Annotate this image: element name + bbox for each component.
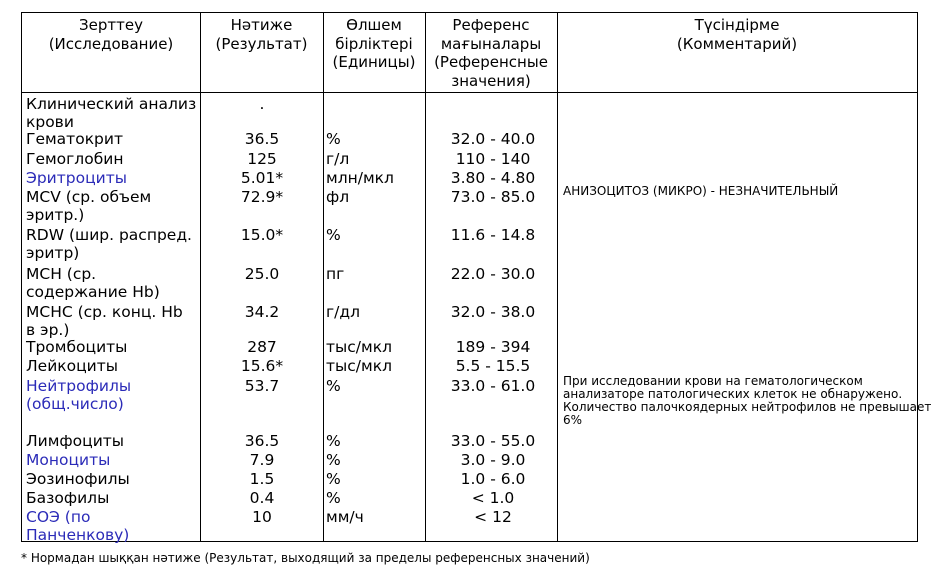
test-name: Гематокрит bbox=[26, 130, 123, 148]
column-divider bbox=[200, 13, 201, 541]
result-value: 7.9 bbox=[249, 451, 275, 469]
result-value: 1.5 bbox=[249, 470, 275, 488]
unit-value: тыс/мкл bbox=[326, 338, 392, 356]
reference-range: 3.0 - 9.0 bbox=[460, 451, 526, 469]
test-name: RDW (шир. распред. эритр) bbox=[26, 226, 192, 262]
test-name: Гемоглобин bbox=[26, 150, 124, 168]
header-comment: Түсіндірме (Комментарий) bbox=[676, 16, 798, 53]
result-value: 36.5 bbox=[244, 130, 280, 148]
reference-range: < 12 bbox=[474, 508, 512, 526]
result-value: 15.0* bbox=[240, 226, 284, 244]
footnote: * Нормадан шыққан нәтиже (Результат, вых… bbox=[21, 551, 590, 565]
test-name: MCHC (ср. конц. Hb в эр.) bbox=[26, 303, 183, 339]
test-name[interactable]: Нейтрофилы (общ.число) bbox=[26, 377, 132, 413]
reference-range: 11.6 - 14.8 bbox=[450, 226, 536, 244]
result-value: 5.01* bbox=[240, 169, 284, 187]
comment-neutrophils: При исследовании крови на гематологическ… bbox=[563, 374, 931, 427]
reference-range: 1.0 - 6.0 bbox=[460, 470, 526, 488]
reference-range: 3.80 - 4.80 bbox=[450, 169, 536, 187]
header-units: Өлшем бірліктері (Единицы) bbox=[332, 16, 416, 71]
unit-value: % bbox=[326, 451, 341, 469]
result-value: 25.0 bbox=[244, 265, 280, 283]
unit-value: % bbox=[326, 432, 341, 450]
result-value: 287 bbox=[247, 338, 277, 356]
reference-range: 22.0 - 30.0 bbox=[450, 265, 536, 283]
header-result: Нәтиже (Результат) bbox=[215, 16, 308, 53]
result-value: 53.7 bbox=[244, 377, 280, 395]
result-value: 34.2 bbox=[244, 303, 280, 321]
result-value: 10 bbox=[252, 508, 272, 526]
unit-value: % bbox=[326, 130, 341, 148]
unit-value: % bbox=[326, 489, 341, 507]
unit-value: г/дл bbox=[326, 303, 360, 321]
reference-range: 73.0 - 85.0 bbox=[450, 188, 536, 206]
test-name: Тромбоциты bbox=[26, 338, 128, 356]
unit-value: млн/мкл bbox=[326, 169, 394, 187]
test-name: Эозинофилы bbox=[26, 470, 130, 488]
unit-value: фл bbox=[326, 188, 350, 206]
reference-range: 110 - 140 bbox=[455, 150, 531, 168]
unit-value: пг bbox=[326, 265, 345, 283]
column-divider bbox=[425, 13, 426, 541]
test-name: MCV (ср. объем эритр.) bbox=[26, 188, 152, 224]
test-name[interactable]: СОЭ (по Панченкову) bbox=[26, 508, 130, 544]
header-study: Зерттеу (Исследование) bbox=[48, 16, 174, 53]
result-value: . bbox=[259, 95, 265, 113]
column-divider bbox=[323, 13, 324, 541]
reference-range: 5.5 - 15.5 bbox=[455, 357, 531, 375]
result-value: 125 bbox=[247, 150, 277, 168]
reference-range: 33.0 - 55.0 bbox=[450, 432, 536, 450]
reference-range: 33.0 - 61.0 bbox=[450, 377, 536, 395]
result-value: 36.5 bbox=[244, 432, 280, 450]
reference-range: 32.0 - 38.0 bbox=[450, 303, 536, 321]
result-value: 15.6* bbox=[240, 357, 284, 375]
unit-value: % bbox=[326, 470, 341, 488]
unit-value: мм/ч bbox=[326, 508, 364, 526]
header-reference: Референс мағыналары (Референсные значени… bbox=[434, 16, 548, 90]
test-name: MCH (ср. содержание Hb) bbox=[26, 265, 160, 301]
unit-value: % bbox=[326, 377, 341, 395]
comment-anisocytosis: АНИЗОЦИТОЗ (МИКРО) - НЕЗНАЧИТЕЛЬНЫЙ bbox=[563, 184, 839, 198]
result-value: 72.9* bbox=[240, 188, 284, 206]
reference-range: 32.0 - 40.0 bbox=[450, 130, 536, 148]
result-value: 0.4 bbox=[249, 489, 275, 507]
column-divider bbox=[557, 13, 558, 541]
unit-value: тыс/мкл bbox=[326, 357, 392, 375]
header-divider bbox=[22, 92, 917, 93]
reference-range: < 1.0 bbox=[471, 489, 515, 507]
test-name: Клинический анализ крови bbox=[26, 95, 197, 131]
unit-value: г/л bbox=[326, 150, 350, 168]
results-table: Зерттеу (Исследование) Нәтиже (Результат… bbox=[21, 12, 931, 544]
unit-value: % bbox=[326, 226, 341, 244]
reference-range: 189 - 394 bbox=[455, 338, 531, 356]
test-name: Лейкоциты bbox=[26, 357, 119, 375]
test-name: Базофилы bbox=[26, 489, 110, 507]
test-name: Лимфоциты bbox=[26, 432, 125, 450]
test-name[interactable]: Моноциты bbox=[26, 451, 111, 469]
test-name[interactable]: Эритроциты bbox=[26, 169, 127, 187]
